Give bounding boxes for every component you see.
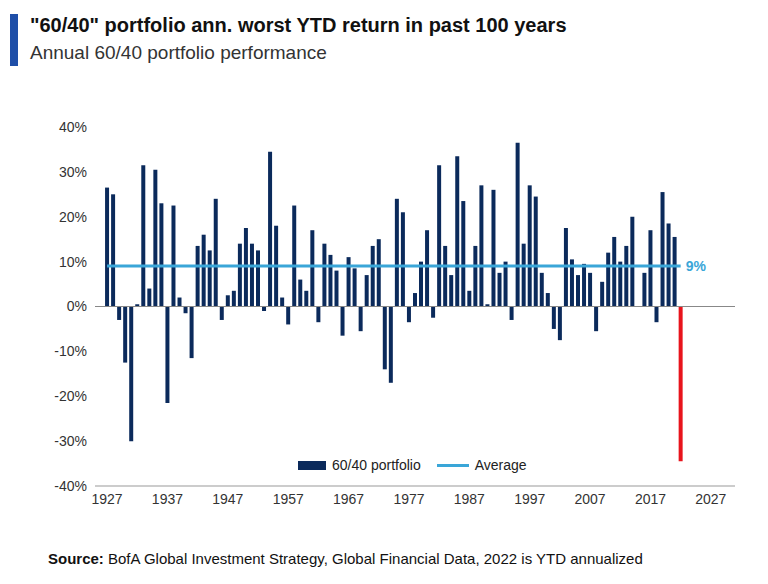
svg-text:1937: 1937 <box>152 491 183 507</box>
svg-text:2027: 2027 <box>695 491 726 507</box>
svg-text:-30%: -30% <box>54 433 87 449</box>
svg-text:9%: 9% <box>686 258 707 274</box>
svg-text:40%: 40% <box>59 119 87 135</box>
svg-text:-40%: -40% <box>54 478 87 494</box>
html-text:Source: BofA Global Investment: Source: BofA Global Investment Strategy,… <box>48 550 643 567</box>
svg-text:0%: 0% <box>67 298 87 314</box>
svg-text:-20%: -20% <box>54 388 87 404</box>
svg-text:1967: 1967 <box>333 491 364 507</box>
svg-text:1947: 1947 <box>212 491 243 507</box>
html-text:"60/40" portfolio ann. worst Y: "60/40" portfolio ann. worst YTD return … <box>30 14 567 36</box>
html-text:Annual 60/40 portfolio perform: Annual 60/40 portfolio performance <box>30 42 327 63</box>
svg-text:10%: 10% <box>59 254 87 270</box>
svg-text:1977: 1977 <box>393 491 424 507</box>
svg-text:-10%: -10% <box>54 343 87 359</box>
svg-text:1997: 1997 <box>514 491 545 507</box>
svg-text:2007: 2007 <box>575 491 606 507</box>
html-text:60/40 portfolio: 60/40 portfolio <box>332 457 421 473</box>
svg-text:1957: 1957 <box>273 491 304 507</box>
svg-text:30%: 30% <box>59 164 87 180</box>
html-text:Average: Average <box>474 457 527 473</box>
svg-text:1987: 1987 <box>454 491 485 507</box>
svg-text:2017: 2017 <box>635 491 666 507</box>
svg-text:1927: 1927 <box>91 491 122 507</box>
svg-text:20%: 20% <box>59 209 87 225</box>
